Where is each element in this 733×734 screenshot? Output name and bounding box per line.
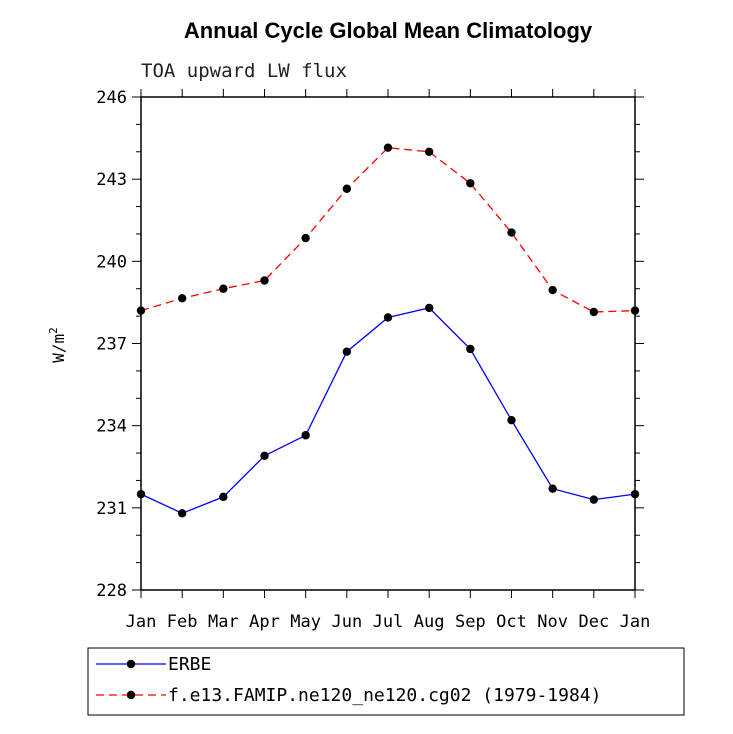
x-tick-label: Jan <box>620 612 651 632</box>
series-0-point <box>301 431 310 440</box>
series-1-point <box>177 294 187 303</box>
y-tick-label: 234 <box>96 417 127 437</box>
y-tick-label: 243 <box>96 170 127 190</box>
x-tick-label: May <box>290 612 321 632</box>
x-tick-label: Feb <box>167 612 198 632</box>
x-tick-label: Jul <box>373 612 404 632</box>
chart-subtitle: TOA upward LW flux <box>141 60 347 82</box>
x-tick-label: Aug <box>414 612 445 632</box>
series-0-point <box>466 344 475 354</box>
series-0-point <box>177 509 187 518</box>
x-tick-label: Apr <box>249 612 280 632</box>
series-0-point <box>383 313 393 322</box>
svg-text:W/m2: W/m2 <box>47 327 68 363</box>
series-1-point <box>219 284 228 293</box>
series-0-point <box>548 484 557 493</box>
series-line-0 <box>140 307 636 515</box>
plot-frame <box>140 96 636 591</box>
series-1-point <box>507 228 516 237</box>
series-1-point <box>260 276 269 285</box>
series-1-point <box>301 233 310 243</box>
x-tick-label: Nov <box>537 612 568 632</box>
legend-entry-1: f.e13.FAMIP.ne120_ne120.cg02 (1979-1984) <box>168 685 601 706</box>
legend-entry-0: ERBE <box>168 654 211 675</box>
x-tick-label: Jun <box>331 612 362 632</box>
series-0-point <box>589 495 599 504</box>
series-1-point <box>383 143 393 152</box>
series-0-point <box>219 492 228 502</box>
series-1-point <box>548 285 557 295</box>
series-0-point <box>342 347 352 356</box>
series-1-point <box>466 179 475 188</box>
legend-box <box>87 647 685 716</box>
x-tick-label: Mar <box>208 612 239 632</box>
series-1-point <box>589 307 599 317</box>
y-tick-label: 246 <box>96 88 127 108</box>
x-tick-label: Dec <box>578 612 609 632</box>
series-0-point <box>424 303 434 313</box>
series-1-point <box>342 184 352 193</box>
y-tick-label: 237 <box>96 335 127 355</box>
y-axis-label: W/m2 <box>47 327 68 363</box>
series-0-point <box>507 415 516 425</box>
chart-title: Annual Cycle Global Mean Climatology <box>184 18 593 43</box>
x-tick-label: Jan <box>126 612 157 632</box>
y-tick-label: 228 <box>96 581 127 601</box>
y-tick-label: 231 <box>96 499 127 519</box>
legend-marker-1 <box>126 690 136 700</box>
x-tick-label: Sep <box>455 612 486 632</box>
y-tick-label: 240 <box>96 252 127 272</box>
series-0-point <box>260 451 269 460</box>
y-axis-label-superscript: 2 <box>47 327 60 334</box>
x-tick-label: Oct <box>496 612 527 632</box>
legend-marker-0 <box>126 659 136 669</box>
series-line-1 <box>140 147 636 313</box>
series-1-point <box>424 147 434 156</box>
y-axis-label-base: W/m <box>49 334 68 363</box>
